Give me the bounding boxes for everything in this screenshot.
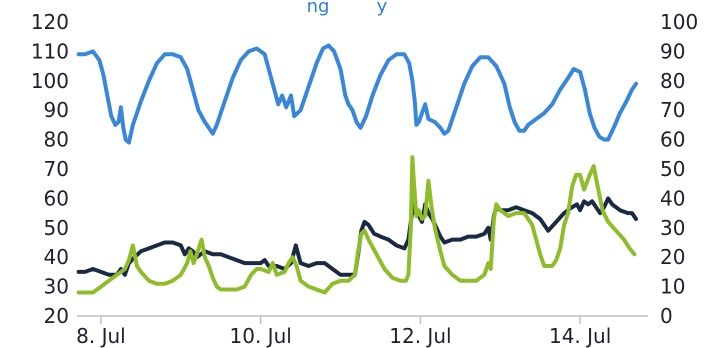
y-right-tick-label: 20 [660, 245, 685, 269]
x-axis-ticks: 8. Jul 10. Jul 12. Jul 14. Jul [76, 316, 611, 348]
x-tick-label: 14. Jul [549, 324, 611, 348]
series-line-2 [76, 196, 638, 277]
y-right-axis-ticks: 0 10 20 30 40 50 60 70 80 90 100 [660, 10, 698, 328]
y-left-tick-label: 30 [44, 275, 69, 299]
y-left-tick-label: 80 [44, 128, 69, 152]
y-right-tick-label: 30 [660, 216, 685, 240]
x-tick-label: 8. Jul [76, 324, 126, 348]
series-line-1 [76, 43, 638, 145]
y-left-tick-label: 50 [44, 216, 69, 240]
y-left-tick-label: 120 [31, 10, 69, 34]
y-right-tick-label: 40 [660, 186, 685, 210]
y-left-tick-label: 20 [44, 304, 69, 328]
y-right-tick-label: 0 [660, 304, 673, 328]
y-right-tick-label: 70 [660, 98, 685, 122]
y-right-tick-label: 10 [660, 275, 685, 299]
chart-title-fragment-1: ng [307, 0, 330, 17]
y-left-tick-label: 60 [44, 186, 69, 210]
series-layer [76, 43, 638, 295]
y-left-tick-label: 90 [44, 98, 69, 122]
y-right-tick-label: 80 [660, 69, 685, 93]
y-left-tick-label: 70 [44, 157, 69, 181]
y-right-tick-label: 90 [660, 39, 685, 63]
chart-title-fragment-2: y [377, 0, 388, 17]
y-left-tick-label: 100 [31, 69, 69, 93]
y-left-tick-label: 40 [44, 245, 69, 269]
y-right-tick-label: 60 [660, 128, 685, 152]
y-right-tick-label: 50 [660, 157, 685, 181]
y-left-axis-ticks: 20 30 40 50 60 70 80 90 100 110 120 [31, 10, 69, 328]
y-right-tick-label: 100 [660, 10, 698, 34]
x-tick-label: 10. Jul [230, 324, 292, 348]
series-line-3 [76, 155, 637, 295]
y-left-tick-label: 110 [31, 39, 69, 63]
x-tick-label: 12. Jul [389, 324, 451, 348]
